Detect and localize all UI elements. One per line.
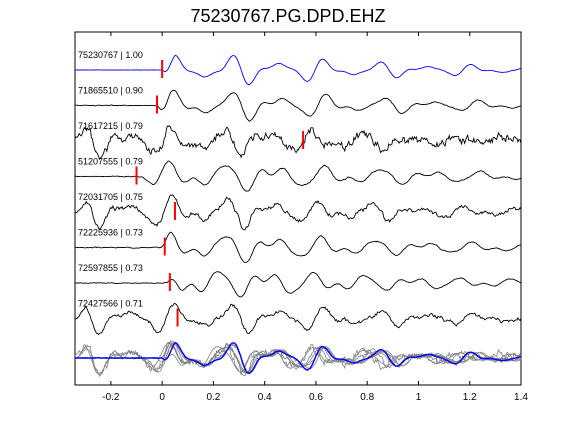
trace-label: 75230767 | 1.00 [78, 50, 143, 60]
trace-4: 51207555 | 0.79 [74, 157, 522, 192]
trace-line [74, 125, 522, 161]
x-tick-label: 0.6 [309, 392, 323, 403]
x-tick-label: 1.2 [463, 392, 477, 403]
trace-line [74, 302, 522, 336]
plot-frame [74, 31, 522, 386]
stacked-traces [74, 340, 522, 378]
trace-line [74, 194, 522, 231]
x-tick-label: 0.8 [360, 392, 374, 403]
trace-label: 51207555 | 0.79 [78, 157, 143, 167]
trace-3: 71617215 | 0.79 [74, 121, 522, 161]
trace-label: 72427566 | 0.71 [78, 299, 143, 309]
trace-6: 72225936 | 0.73 [74, 228, 521, 264]
trace-7: 72597855 | 0.73 [74, 263, 522, 298]
x-tick-label: 0.2 [206, 392, 220, 403]
x-tick-label: 0.4 [258, 392, 272, 403]
trace-label: 72225936 | 0.73 [78, 228, 143, 238]
trace-line [74, 271, 522, 298]
trace-line [74, 231, 521, 264]
chart-title: 75230767.PG.DPD.EHZ [190, 6, 386, 26]
x-tick-label: 1.4 [514, 392, 528, 403]
trace-1: 75230767 | 1.00 [74, 50, 522, 86]
trace-label: 72597855 | 0.73 [78, 263, 143, 273]
trace-8: 72427566 | 0.71 [74, 299, 522, 336]
trace-line [75, 89, 522, 122]
x-tick-label: -0.2 [102, 392, 120, 403]
stack-template [74, 341, 522, 375]
x-tick-label: 1 [416, 392, 422, 403]
stack-trace [74, 340, 522, 377]
trace-line [74, 160, 522, 192]
trace-2: 71865510 | 0.90 [75, 86, 522, 122]
trace-label: 72031705 | 0.75 [78, 192, 143, 202]
x-tick-label: 0 [159, 392, 165, 403]
trace-label: 71617215 | 0.79 [78, 121, 143, 131]
trace-line [74, 54, 522, 86]
trace-label: 71865510 | 0.90 [78, 86, 143, 96]
trace-5: 72031705 | 0.75 [74, 192, 522, 231]
